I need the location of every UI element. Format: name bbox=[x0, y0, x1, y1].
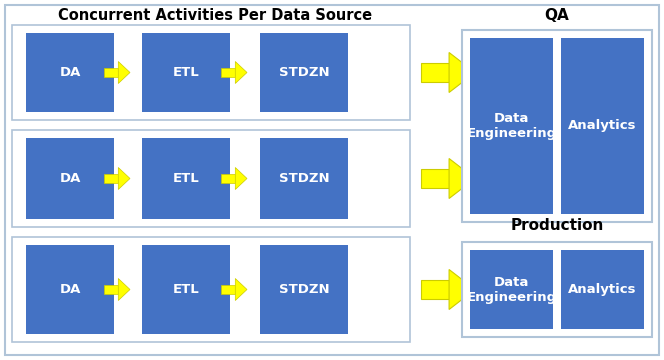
Polygon shape bbox=[449, 270, 475, 310]
FancyBboxPatch shape bbox=[142, 138, 230, 219]
FancyBboxPatch shape bbox=[26, 245, 114, 334]
Text: Concurrent Activities Per Data Source: Concurrent Activities Per Data Source bbox=[58, 9, 372, 23]
Text: Data
Engineering: Data Engineering bbox=[466, 112, 556, 140]
FancyBboxPatch shape bbox=[260, 33, 348, 112]
Polygon shape bbox=[235, 279, 247, 301]
Polygon shape bbox=[118, 62, 130, 84]
FancyBboxPatch shape bbox=[561, 250, 644, 329]
Text: Analytics: Analytics bbox=[568, 120, 637, 132]
Text: Data
Engineering: Data Engineering bbox=[466, 275, 556, 303]
Polygon shape bbox=[449, 53, 475, 93]
Polygon shape bbox=[118, 167, 130, 189]
FancyBboxPatch shape bbox=[470, 250, 553, 329]
Text: STDZN: STDZN bbox=[279, 66, 329, 79]
FancyBboxPatch shape bbox=[462, 242, 652, 337]
FancyBboxPatch shape bbox=[221, 285, 235, 294]
Text: STDZN: STDZN bbox=[279, 283, 329, 296]
Polygon shape bbox=[235, 167, 247, 189]
Text: ETL: ETL bbox=[173, 283, 199, 296]
Text: DA: DA bbox=[59, 66, 81, 79]
FancyBboxPatch shape bbox=[12, 237, 410, 342]
FancyBboxPatch shape bbox=[26, 33, 114, 112]
FancyBboxPatch shape bbox=[421, 280, 449, 299]
FancyBboxPatch shape bbox=[142, 33, 230, 112]
Text: ETL: ETL bbox=[173, 172, 199, 185]
FancyBboxPatch shape bbox=[12, 130, 410, 227]
FancyBboxPatch shape bbox=[104, 174, 118, 183]
FancyBboxPatch shape bbox=[462, 30, 652, 222]
FancyBboxPatch shape bbox=[104, 285, 118, 294]
FancyBboxPatch shape bbox=[260, 138, 348, 219]
FancyBboxPatch shape bbox=[5, 5, 659, 355]
Polygon shape bbox=[118, 279, 130, 301]
FancyBboxPatch shape bbox=[221, 174, 235, 183]
Text: DA: DA bbox=[59, 172, 81, 185]
FancyBboxPatch shape bbox=[260, 245, 348, 334]
Text: Analytics: Analytics bbox=[568, 283, 637, 296]
Text: Production: Production bbox=[511, 217, 604, 233]
FancyBboxPatch shape bbox=[421, 63, 449, 82]
FancyBboxPatch shape bbox=[221, 68, 235, 77]
FancyBboxPatch shape bbox=[470, 38, 553, 214]
Text: STDZN: STDZN bbox=[279, 172, 329, 185]
Text: QA: QA bbox=[544, 8, 569, 22]
FancyBboxPatch shape bbox=[561, 38, 644, 214]
FancyBboxPatch shape bbox=[421, 169, 449, 188]
FancyBboxPatch shape bbox=[142, 245, 230, 334]
Polygon shape bbox=[449, 158, 475, 198]
FancyBboxPatch shape bbox=[26, 138, 114, 219]
Text: DA: DA bbox=[59, 283, 81, 296]
FancyBboxPatch shape bbox=[12, 25, 410, 120]
FancyBboxPatch shape bbox=[104, 68, 118, 77]
Polygon shape bbox=[235, 62, 247, 84]
Text: ETL: ETL bbox=[173, 66, 199, 79]
